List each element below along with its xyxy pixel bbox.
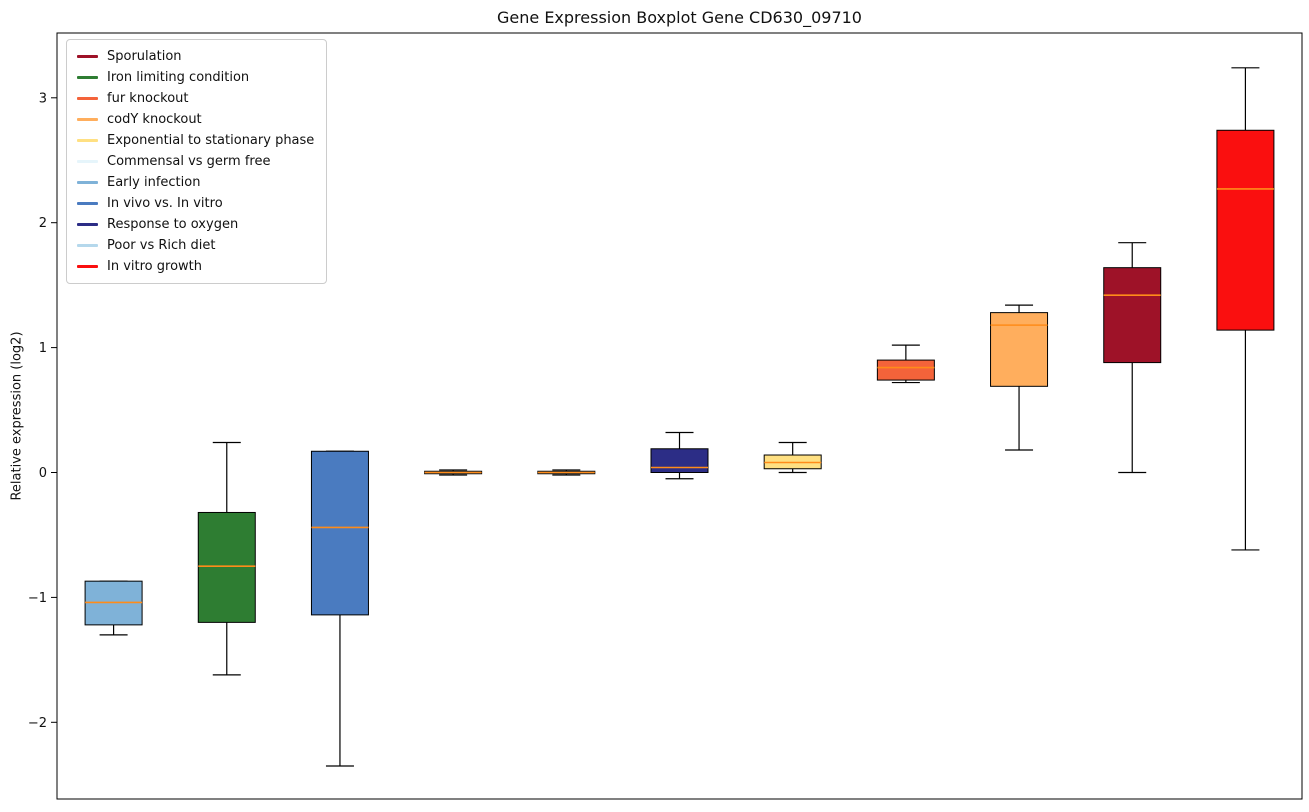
legend-label: In vivo vs. In vitro <box>107 196 223 211</box>
legend-item: fur knockout <box>77 90 314 107</box>
legend-item: Response to oxygen <box>77 216 314 233</box>
legend: Sporulation Iron limiting condition fur kn… <box>66 39 328 284</box>
y-tick-label: 1 <box>39 341 47 356</box>
legend-item: In vitro growth <box>77 258 314 275</box>
y-tick-label: −1 <box>28 591 47 606</box>
box-rect <box>876 359 935 381</box>
box-poor-vs-rich-diet <box>537 469 596 476</box>
legend-item: Commensal vs germ free <box>77 153 314 170</box>
legend-item: Poor vs Rich diet <box>77 237 314 254</box>
legend-swatch <box>77 243 98 248</box>
legend-label: Sporulation <box>107 49 182 64</box>
box-rect <box>1216 129 1275 331</box>
box-fur-knockout <box>876 344 935 384</box>
legend-label: In vitro growth <box>107 259 202 274</box>
y-tick-label: 3 <box>39 91 47 106</box>
legend-swatch <box>77 138 98 143</box>
box-iron-limiting-condition <box>197 441 256 676</box>
box-rect <box>197 511 256 623</box>
legend-swatch <box>77 201 98 206</box>
box-response-to-oxygen <box>650 431 709 480</box>
box-exponential-to-stationary-phase <box>763 441 822 474</box>
chart-title: Gene Expression Boxplot Gene CD630_09710 <box>497 8 862 27</box>
legend-swatch <box>77 222 98 227</box>
legend-swatch <box>77 180 98 185</box>
legend-label: Exponential to stationary phase <box>107 133 315 148</box>
legend-swatch <box>77 96 98 101</box>
box-commensal-vs-germ-free <box>424 469 483 476</box>
legend-item: Early infection <box>77 174 314 191</box>
legend-item: codY knockout <box>77 111 314 128</box>
legend-label: codY knockout <box>107 112 202 127</box>
legend-swatch <box>77 54 98 59</box>
box-early-infection <box>84 580 143 636</box>
legend-item: Sporulation <box>77 48 314 65</box>
legend-swatch <box>77 264 98 269</box>
box-rect <box>1103 267 1162 364</box>
legend-label: fur knockout <box>107 91 189 106</box>
legend-label: Commensal vs germ free <box>107 154 271 169</box>
legend-label: Poor vs Rich diet <box>107 238 216 253</box>
legend-item: In vivo vs. In vitro <box>77 195 314 212</box>
y-tick-label: 0 <box>39 466 47 481</box>
legend-label: Response to oxygen <box>107 217 239 232</box>
box-sporulation <box>1103 242 1162 474</box>
legend-item: Iron limiting condition <box>77 69 314 86</box>
y-tick-label: −2 <box>28 716 47 731</box>
box-in-vitro-growth <box>1216 67 1275 551</box>
box-rect <box>650 448 709 474</box>
legend-swatch <box>77 75 98 80</box>
legend-label: Iron limiting condition <box>107 70 250 85</box>
legend-swatch <box>77 159 98 164</box>
legend-label: Early infection <box>107 175 201 190</box>
box-rect <box>990 312 1049 387</box>
axes-frame <box>56 32 1303 800</box>
legend-item: Exponential to stationary phase <box>77 132 314 149</box>
legend-swatch <box>77 117 98 122</box>
y-tick-label: 2 <box>39 216 47 231</box>
box-rect <box>310 450 369 616</box>
box-cody-knockout <box>990 304 1049 451</box>
box-in-vivo-vs-in-vitro <box>310 450 369 767</box>
